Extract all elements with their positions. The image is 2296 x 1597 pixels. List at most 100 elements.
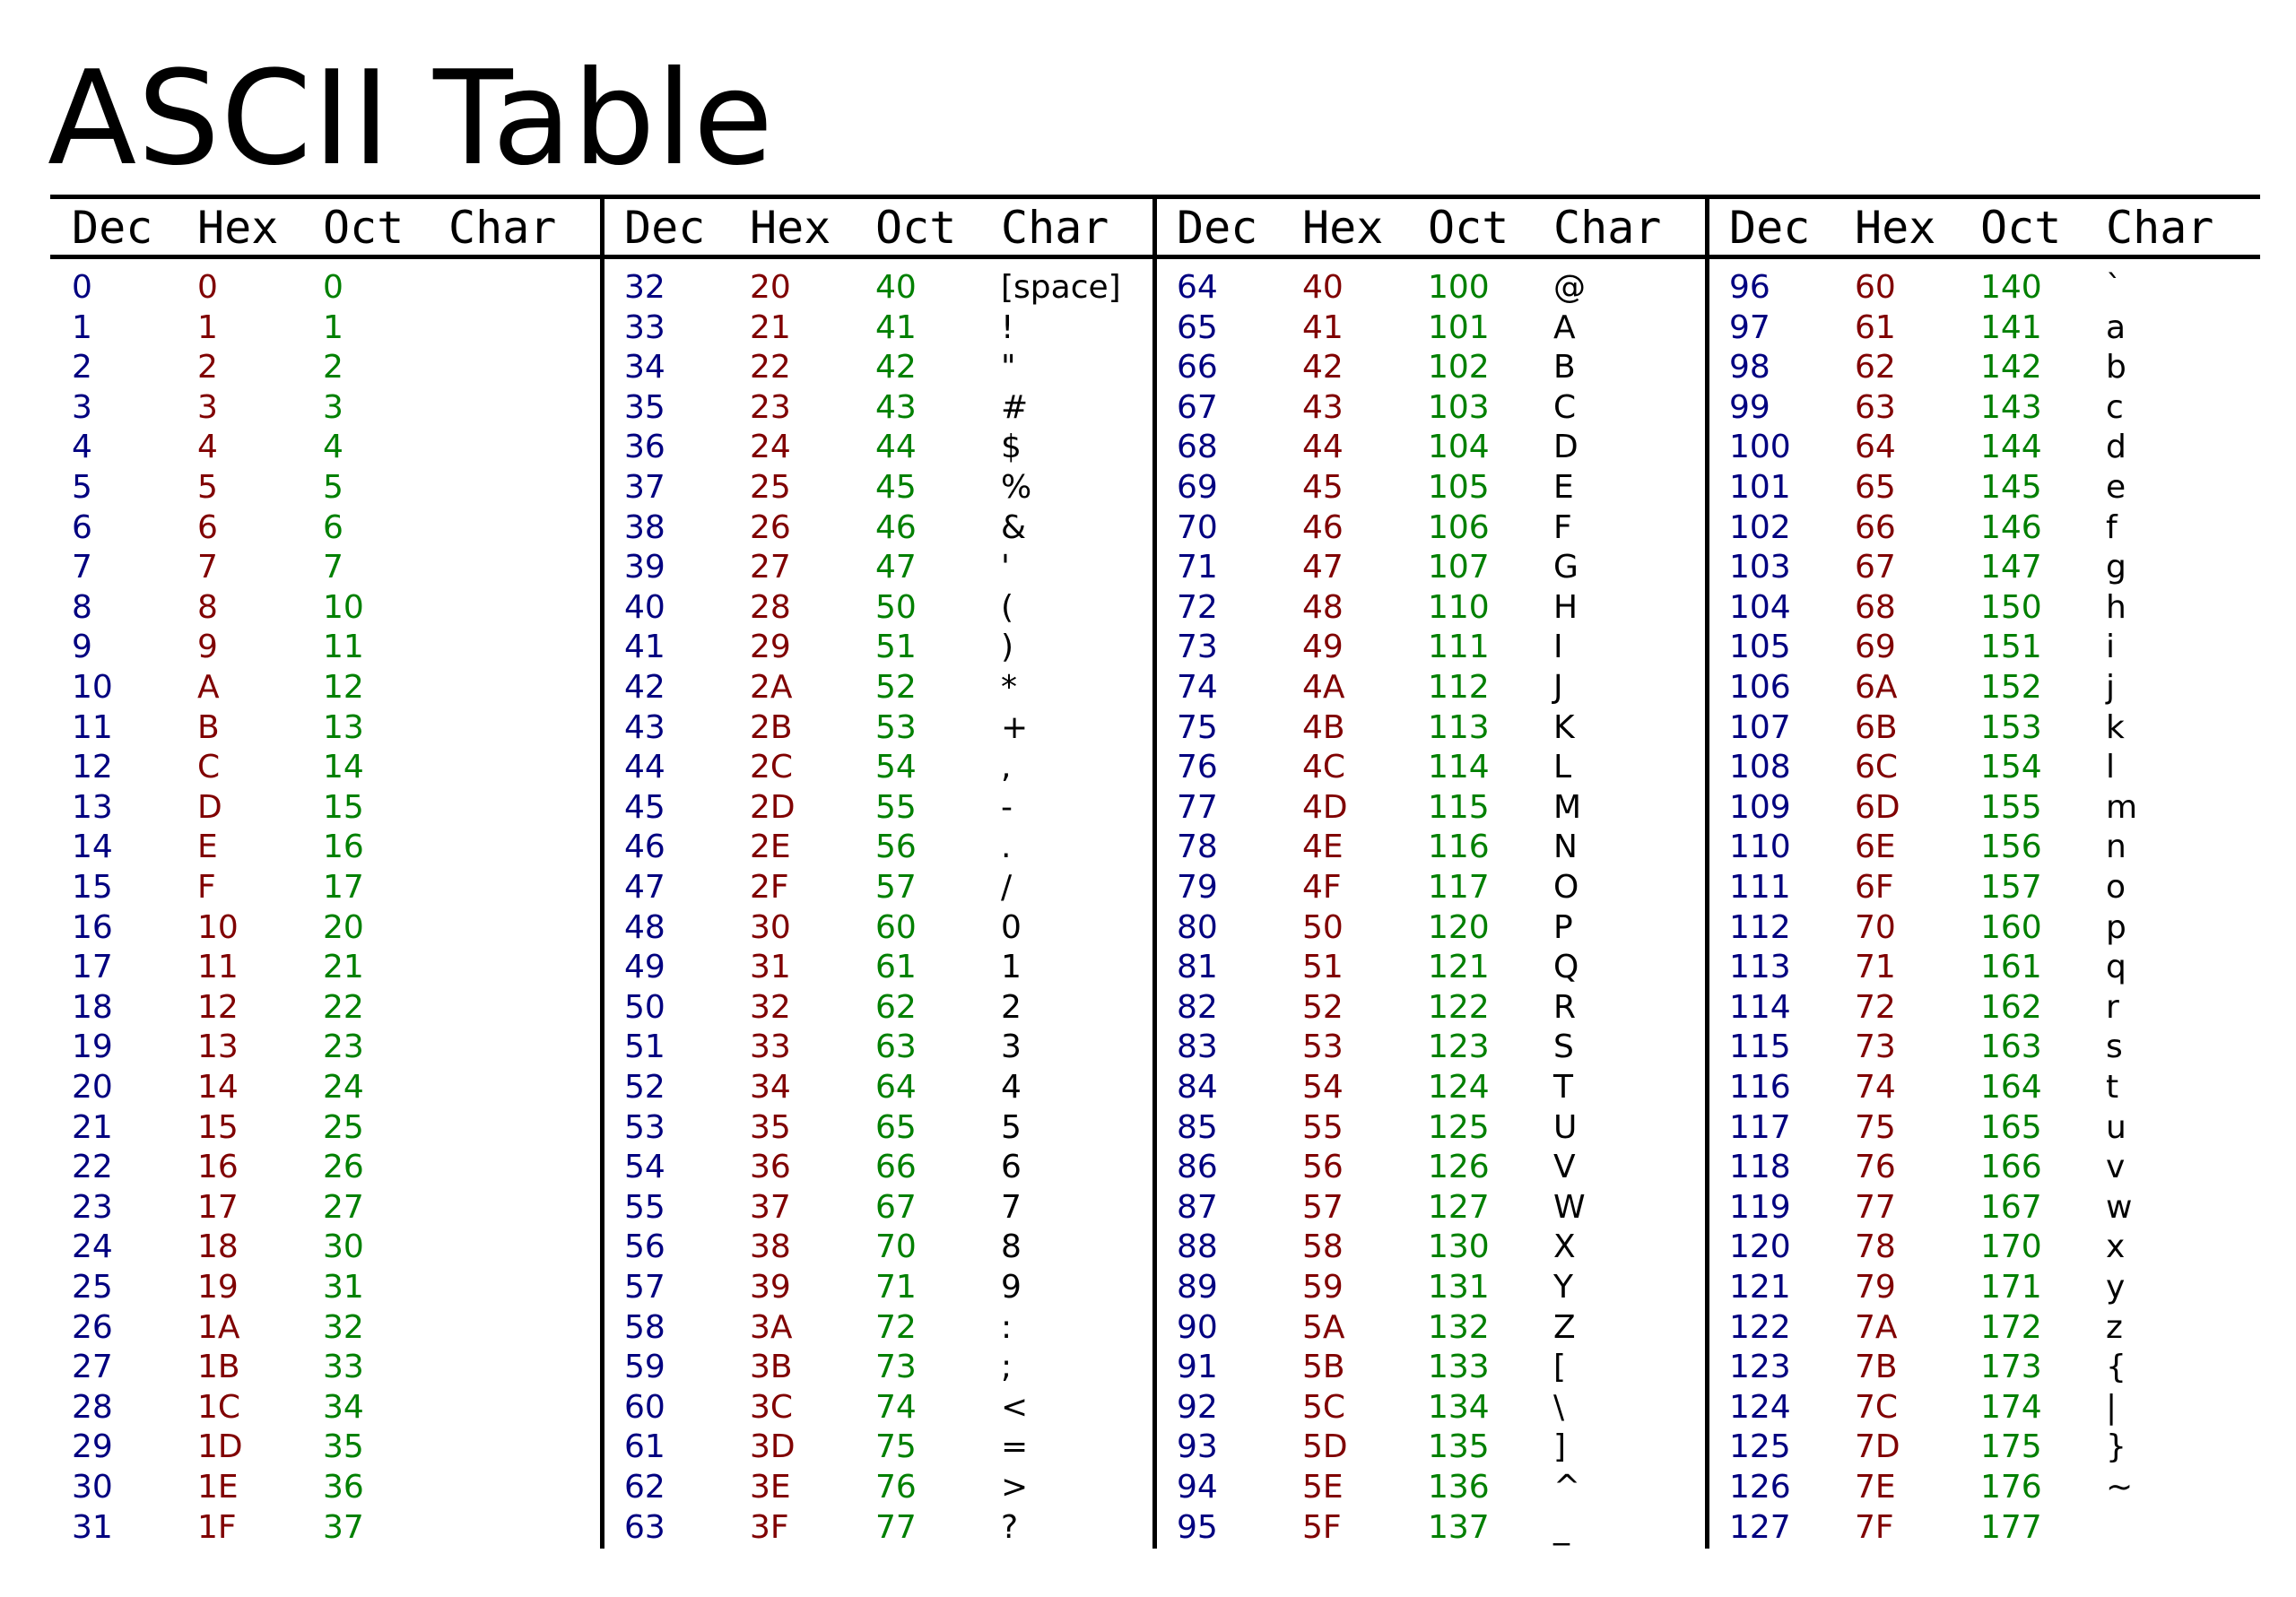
dec-cell: 25 <box>72 1269 113 1306</box>
dec-cell: 111 <box>1729 869 1791 906</box>
oct-cell: 75 <box>875 1428 917 1466</box>
hex-cell: 13 <box>197 1029 239 1066</box>
table-row: 123 7B 173 { <box>1708 1348 2260 1387</box>
oct-cell: 173 <box>1980 1349 2042 1386</box>
hex-cell: 38 <box>750 1228 791 1266</box>
table-row: 49 31 61 1 <box>603 948 1155 987</box>
dec-cell: 36 <box>624 429 665 466</box>
hex-cell: 3B <box>750 1349 793 1386</box>
oct-cell: 136 <box>1428 1469 1490 1506</box>
char-cell: . <box>1001 829 1012 866</box>
oct-cell: 11 <box>323 629 364 666</box>
table-row: 127 7F 177 <box>1708 1508 2260 1548</box>
dec-cell: 77 <box>1177 788 1218 826</box>
hex-cell: 1C <box>197 1388 241 1426</box>
char-cell: P <box>1553 908 1573 946</box>
char-cell: 9 <box>1001 1269 1022 1306</box>
oct-cell: 176 <box>1980 1469 2042 1506</box>
char-cell: m <box>2106 788 2138 826</box>
oct-cell: 137 <box>1428 1508 1490 1546</box>
char-cell: ~ <box>2106 1469 2134 1506</box>
table-row: 40 28 50 ( <box>603 588 1155 628</box>
column-group-divider <box>1152 195 1157 1549</box>
table-row: 44 2C 54, <box>603 748 1155 787</box>
hex-cell: 1E <box>197 1469 239 1506</box>
dec-cell: 86 <box>1177 1149 1218 1186</box>
hex-cell: 2A <box>750 669 793 706</box>
oct-cell: 104 <box>1428 429 1490 466</box>
oct-cell: 126 <box>1428 1149 1490 1186</box>
oct-cell: 3 <box>323 388 344 426</box>
hex-cell: 7A <box>1855 1308 1898 1346</box>
hex-cell: 4 <box>197 429 218 466</box>
table-row: 33 21 41! <box>603 308 1155 348</box>
dec-cell: 34 <box>624 349 665 386</box>
dec-cell: 101 <box>1729 469 1791 506</box>
column-header-hex: Hex <box>1302 202 1384 254</box>
dec-cell: 92 <box>1177 1388 1218 1426</box>
table-row: 96 60 140 ` <box>1708 268 2260 308</box>
hex-cell: 50 <box>1302 908 1344 946</box>
table-row: 76 4C 114 L <box>1155 748 1708 787</box>
hex-cell: 25 <box>750 469 791 506</box>
table-row: 89 59 131 Y <box>1155 1268 1708 1307</box>
char-cell: ] <box>1553 1428 1567 1466</box>
oct-cell: 73 <box>875 1349 917 1386</box>
char-cell: } <box>2106 1428 2126 1466</box>
dec-cell: 66 <box>1177 349 1218 386</box>
oct-cell: 41 <box>875 308 917 346</box>
table-row: 53 35 65 5 <box>603 1108 1155 1148</box>
column-header-dec: Dec <box>624 202 706 254</box>
char-cell: B <box>1553 349 1576 386</box>
oct-cell: 100 <box>1428 269 1490 306</box>
hex-cell: 1 <box>197 308 218 346</box>
table-row: 63 3F 77? <box>603 1508 1155 1548</box>
char-cell: d <box>2106 429 2126 466</box>
hex-cell: B <box>197 708 220 746</box>
oct-cell: 112 <box>1428 669 1490 706</box>
oct-cell: 63 <box>875 1029 917 1066</box>
table-row: 122 7A 172 z <box>1708 1308 2260 1348</box>
char-cell: W <box>1553 1188 1586 1226</box>
oct-cell: 140 <box>1980 269 2042 306</box>
dec-cell: 116 <box>1729 1069 1791 1106</box>
hex-cell: 2E <box>750 829 791 866</box>
oct-cell: 77 <box>875 1508 917 1546</box>
hex-cell: 2B <box>750 708 793 746</box>
column-header-hex: Hex <box>750 202 831 254</box>
table-row: 94 5E 136 ^ <box>1155 1468 1708 1507</box>
hex-cell: E <box>197 829 218 866</box>
oct-cell: 172 <box>1980 1308 2042 1346</box>
char-cell: l <box>2106 749 2116 786</box>
char-cell: C <box>1553 388 1577 426</box>
table-row: 99 63 143 c <box>1708 388 2260 428</box>
dec-cell: 49 <box>624 949 665 986</box>
hex-cell: 3D <box>750 1428 796 1466</box>
hex-cell: 41 <box>1302 308 1344 346</box>
dec-cell: 84 <box>1177 1069 1218 1106</box>
hex-cell: 11 <box>197 949 239 986</box>
char-cell: y <box>2106 1269 2126 1306</box>
table-row: 78 4E 116 N <box>1155 828 1708 867</box>
table-row: 86 56 126 V <box>1155 1148 1708 1187</box>
char-cell: ) <box>1001 629 1014 666</box>
oct-cell: 53 <box>875 708 917 746</box>
oct-cell: 55 <box>875 788 917 826</box>
hex-cell: 68 <box>1855 588 1896 626</box>
dec-cell: 61 <box>624 1428 665 1466</box>
oct-cell: 165 <box>1980 1108 2042 1146</box>
table-row: 73 49 111 I <box>1155 628 1708 667</box>
hex-cell: 45 <box>1302 469 1344 506</box>
table-row: 22 16 26 <box>50 1148 603 1187</box>
dec-cell: 55 <box>624 1188 665 1226</box>
char-cell: k <box>2106 708 2125 746</box>
table-row: 125 7D 175} <box>1708 1428 2260 1467</box>
oct-cell: 46 <box>875 508 917 546</box>
char-cell: # <box>1001 388 1029 426</box>
hex-cell: 7 <box>197 549 218 586</box>
table-row: 42 2A 52 * <box>603 668 1155 707</box>
dec-cell: 43 <box>624 708 665 746</box>
oct-cell: 24 <box>323 1069 364 1106</box>
oct-cell: 160 <box>1980 908 2042 946</box>
hex-cell: 4A <box>1302 669 1345 706</box>
